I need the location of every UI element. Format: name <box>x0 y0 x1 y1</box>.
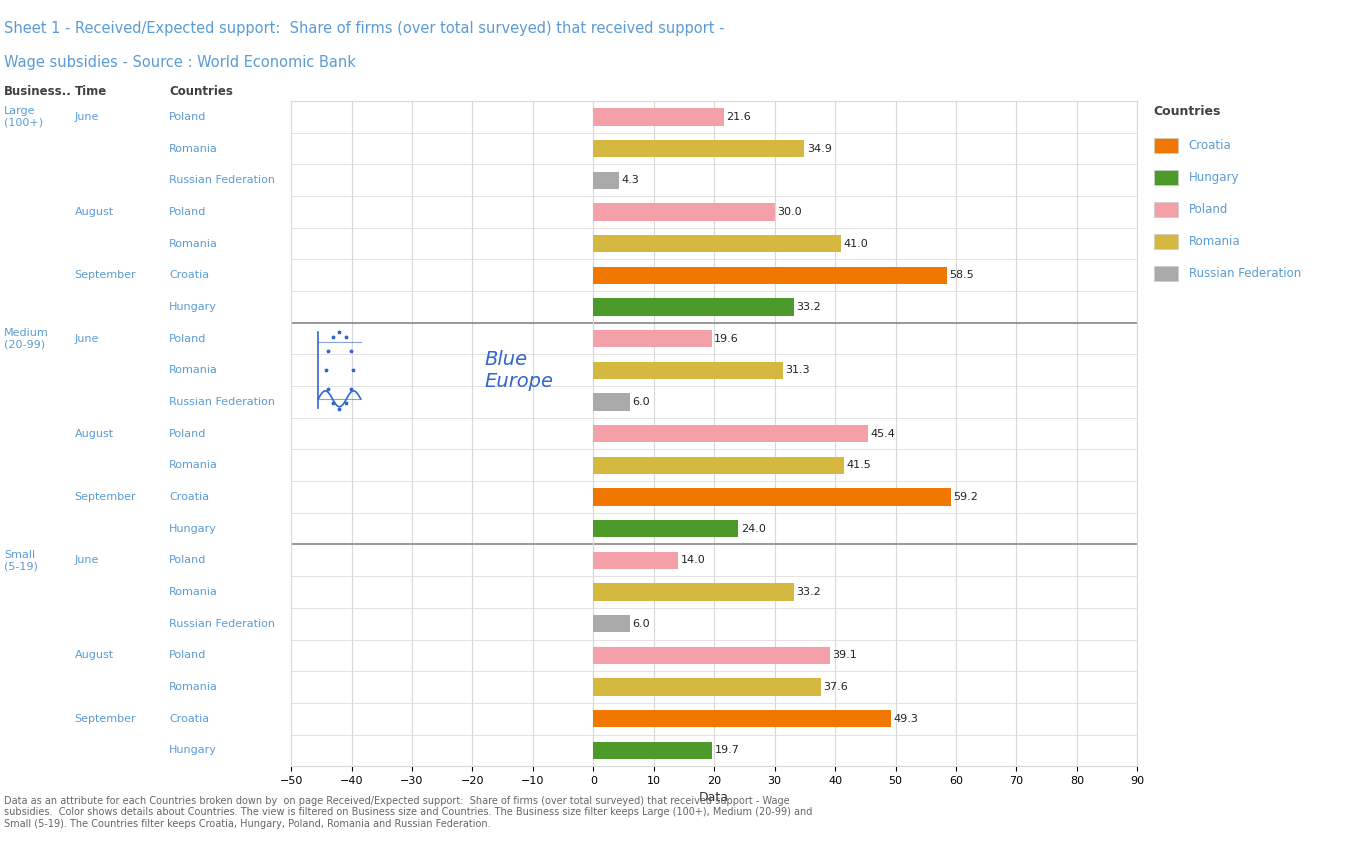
Text: Hungary: Hungary <box>169 745 217 755</box>
Text: 41.5: 41.5 <box>846 461 872 471</box>
Bar <box>593 679 821 695</box>
Bar <box>593 456 844 474</box>
Bar <box>593 203 774 221</box>
Text: August: August <box>74 650 114 660</box>
Text: Small
(5-19): Small (5-19) <box>4 550 38 571</box>
Text: Sheet 1 - Received/Expected support:  Share of firms (over total surveyed) that : Sheet 1 - Received/Expected support: Sha… <box>4 21 724 36</box>
Text: 59.2: 59.2 <box>953 492 979 502</box>
Text: Blue
Europe: Blue Europe <box>485 349 554 391</box>
Text: Medium
(20-99): Medium (20-99) <box>4 328 49 349</box>
Text: 37.6: 37.6 <box>823 682 848 692</box>
Bar <box>593 140 804 157</box>
Text: June: June <box>74 112 99 122</box>
Text: Romania: Romania <box>1189 235 1240 248</box>
Text: 19.7: 19.7 <box>715 745 739 755</box>
Text: August: August <box>74 207 114 217</box>
Text: Croatia: Croatia <box>169 270 210 280</box>
Text: 6.0: 6.0 <box>632 619 650 629</box>
Text: Romania: Romania <box>169 365 218 376</box>
Bar <box>593 615 630 632</box>
Bar <box>593 710 891 727</box>
Text: Poland: Poland <box>1189 203 1228 216</box>
Bar <box>593 330 712 347</box>
Text: June: June <box>74 556 99 565</box>
Text: Croatia: Croatia <box>169 714 210 724</box>
Text: Romania: Romania <box>169 682 218 692</box>
Text: 33.2: 33.2 <box>796 302 821 312</box>
Text: 39.1: 39.1 <box>833 650 857 660</box>
Bar <box>593 552 678 569</box>
Bar <box>593 584 793 600</box>
Text: Large
(100+): Large (100+) <box>4 106 43 128</box>
Bar <box>593 298 793 316</box>
Bar <box>593 742 712 759</box>
Text: Business..: Business.. <box>4 85 72 98</box>
Text: Hungary: Hungary <box>169 524 217 534</box>
Text: Croatia: Croatia <box>169 492 210 502</box>
Text: 58.5: 58.5 <box>949 270 974 280</box>
Text: Russian Federation: Russian Federation <box>1189 267 1301 280</box>
Text: 34.9: 34.9 <box>807 143 831 153</box>
Bar <box>593 108 724 125</box>
Text: 4.3: 4.3 <box>621 175 639 185</box>
Text: Hungary: Hungary <box>169 302 217 312</box>
Text: Russian Federation: Russian Federation <box>169 619 275 629</box>
Text: 33.2: 33.2 <box>796 587 821 597</box>
Text: 24.0: 24.0 <box>741 524 766 534</box>
Text: Russian Federation: Russian Federation <box>169 397 275 407</box>
X-axis label: Data: Data <box>699 791 730 804</box>
Bar <box>593 520 738 537</box>
Bar <box>593 267 946 284</box>
Bar <box>593 361 783 379</box>
Bar <box>593 172 619 189</box>
Text: Croatia: Croatia <box>1189 139 1232 152</box>
Text: Time: Time <box>74 85 107 98</box>
Text: September: September <box>74 270 137 280</box>
Bar <box>593 235 841 253</box>
Text: Poland: Poland <box>169 333 207 344</box>
Text: Romania: Romania <box>169 587 218 597</box>
Text: Hungary: Hungary <box>1189 171 1239 184</box>
Bar <box>593 647 830 664</box>
Text: September: September <box>74 492 137 502</box>
Text: Wage subsidies - Source : World Economic Bank: Wage subsidies - Source : World Economic… <box>4 55 356 70</box>
Text: Romania: Romania <box>169 238 218 248</box>
Bar <box>593 425 868 442</box>
Text: Countries: Countries <box>1154 105 1221 118</box>
Text: 21.6: 21.6 <box>726 112 751 122</box>
Text: June: June <box>74 333 99 344</box>
Text: 19.6: 19.6 <box>715 333 739 344</box>
Text: Romania: Romania <box>169 143 218 153</box>
Bar <box>593 393 630 411</box>
Text: 41.0: 41.0 <box>844 238 868 248</box>
Text: Poland: Poland <box>169 207 207 217</box>
Text: 14.0: 14.0 <box>680 556 705 565</box>
Text: Russian Federation: Russian Federation <box>169 175 275 185</box>
Bar <box>593 488 951 506</box>
Text: 49.3: 49.3 <box>894 714 918 724</box>
Text: August: August <box>74 429 114 439</box>
Text: Poland: Poland <box>169 556 207 565</box>
Text: 6.0: 6.0 <box>632 397 650 407</box>
Text: Poland: Poland <box>169 429 207 439</box>
Text: Poland: Poland <box>169 650 207 660</box>
Text: September: September <box>74 714 137 724</box>
Text: 45.4: 45.4 <box>871 429 895 439</box>
Text: Romania: Romania <box>169 461 218 471</box>
Text: 30.0: 30.0 <box>777 207 802 217</box>
Text: Poland: Poland <box>169 112 207 122</box>
Text: 31.3: 31.3 <box>785 365 810 376</box>
Text: Data as an attribute for each Countries broken down by  on page Received/Expecte: Data as an attribute for each Countries … <box>4 796 812 829</box>
Text: Countries: Countries <box>169 85 233 98</box>
